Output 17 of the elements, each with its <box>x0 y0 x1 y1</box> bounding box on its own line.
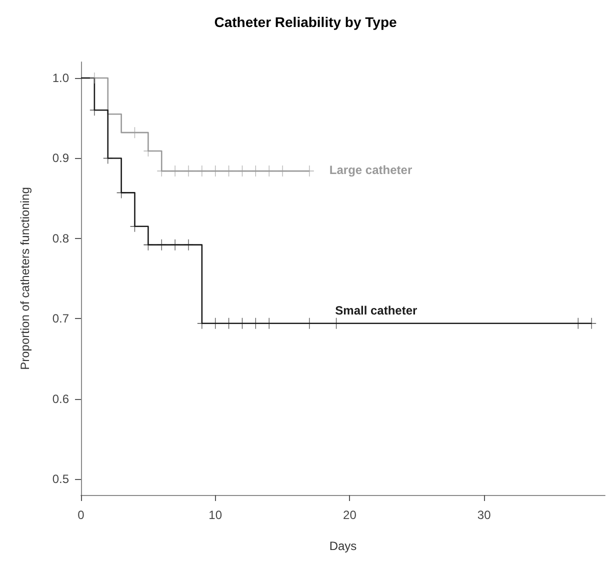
y-tick-label: 0.8 <box>52 231 70 246</box>
y-tick-label: 0.5 <box>52 472 70 486</box>
x-tick-label: 10 <box>208 508 222 522</box>
y-tick-label: 0.7 <box>52 312 70 326</box>
x-tick-label: 0 <box>78 508 85 522</box>
point <box>184 239 193 250</box>
chart-title: Catheter Reliability by Type <box>214 14 397 30</box>
point <box>170 239 180 250</box>
y-tick-label: 1.0 <box>52 71 70 86</box>
series-label: Small catheter <box>335 303 418 318</box>
y-tick-label: 0.9 <box>52 151 70 166</box>
x-axis-title: Days <box>329 539 357 553</box>
x-tick-label: 20 <box>343 508 357 522</box>
series-label: Large catheter <box>329 163 412 178</box>
y-axis-title: Proportion of catheters functioning <box>18 187 32 370</box>
y-tick-label: 0.6 <box>52 392 70 406</box>
x-tick-label: 30 <box>477 508 492 522</box>
